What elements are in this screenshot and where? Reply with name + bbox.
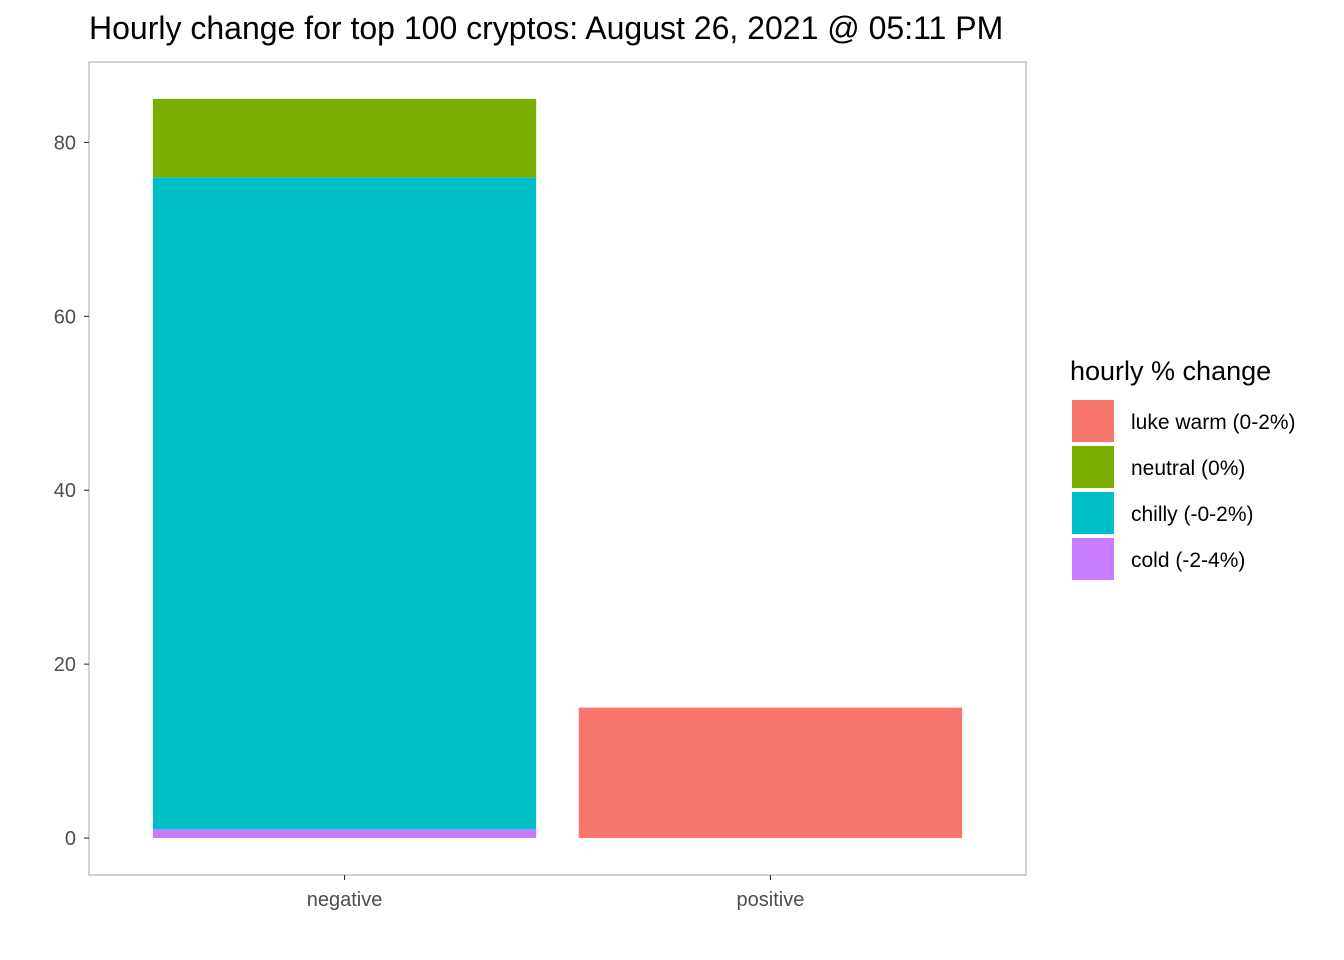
legend: hourly % change luke warm (0-2%) neutral … — [1070, 356, 1296, 580]
bar-negative-series-0 — [152, 829, 537, 839]
legend-entries: luke warm (0-2%) neutral (0%) chilly (-0-2… — [1072, 400, 1296, 580]
x-tick-label-negative: negative — [307, 889, 383, 911]
bar-negative-series-1 — [152, 177, 537, 830]
x-axis: negative positive — [307, 875, 805, 911]
y-axis: 0 20 40 60 80 — [54, 132, 89, 850]
legend-label-1: neutral (0%) — [1131, 457, 1245, 480]
bar-positive-series-3 — [578, 707, 963, 839]
legend-label-2: chilly (-0-2%) — [1131, 503, 1254, 526]
legend-label-3: cold (-2-4%) — [1131, 549, 1245, 572]
bars — [152, 98, 963, 839]
legend-key-1 — [1072, 446, 1114, 488]
y-tick-label: 40 — [54, 480, 76, 502]
legend-key-0 — [1072, 400, 1114, 442]
bar-negative-series-2 — [152, 98, 537, 178]
legend-key-2 — [1072, 492, 1114, 534]
y-tick-label: 0 — [65, 828, 76, 850]
legend-title: hourly % change — [1070, 356, 1271, 386]
y-tick-label: 20 — [54, 654, 76, 676]
legend-key-3 — [1072, 538, 1114, 580]
chart-title: Hourly change for top 100 cryptos: Augus… — [89, 10, 1003, 46]
y-tick-label: 80 — [54, 132, 76, 154]
x-tick-label-positive: positive — [737, 889, 805, 911]
legend-label-0: luke warm (0-2%) — [1131, 411, 1296, 434]
y-tick-label: 60 — [54, 306, 76, 328]
